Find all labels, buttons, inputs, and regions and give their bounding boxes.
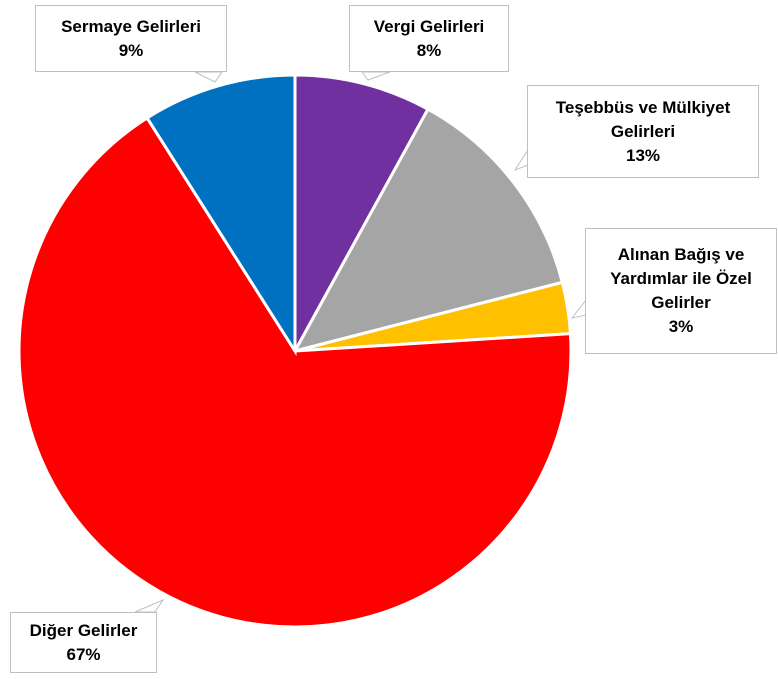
pie-slice (293, 73, 431, 352)
label-name: Alınan Bağış ve Yardımlar ile Özel Gelir… (610, 245, 752, 312)
label-name: Teşebbüs ve Mülkiyet Gelirleri (555, 97, 731, 141)
callout-pointer (194, 71, 223, 83)
pie-slice (145, 73, 297, 357)
pie-slice (292, 107, 565, 354)
label-value: 13% (625, 145, 661, 165)
callout-pointer (134, 598, 165, 613)
data-label: Alınan Bağış ve Yardımlar ile Özel Gelir… (585, 228, 777, 354)
label-value: 9% (118, 40, 144, 60)
pie-slice (17, 115, 573, 629)
data-label: Diğer Gelirler 67% (10, 612, 157, 673)
label-name: Diğer Gelirler (29, 620, 138, 640)
label-value: 67% (66, 644, 101, 664)
data-label: Sermaye Gelirleri 9% (35, 5, 227, 72)
slices (17, 73, 573, 629)
label-value: 8% (416, 40, 442, 60)
label-name: Vergi Gelirleri (373, 16, 485, 36)
callout-pointer (361, 71, 391, 81)
data-label: Teşebbüs ve Mülkiyet Gelirleri 13% (527, 85, 759, 178)
callout-pointer (570, 298, 587, 319)
label-name: Sermaye Gelirleri (61, 16, 201, 36)
data-label: Vergi Gelirleri 8% (349, 5, 509, 72)
label-value: 3% (668, 317, 694, 336)
